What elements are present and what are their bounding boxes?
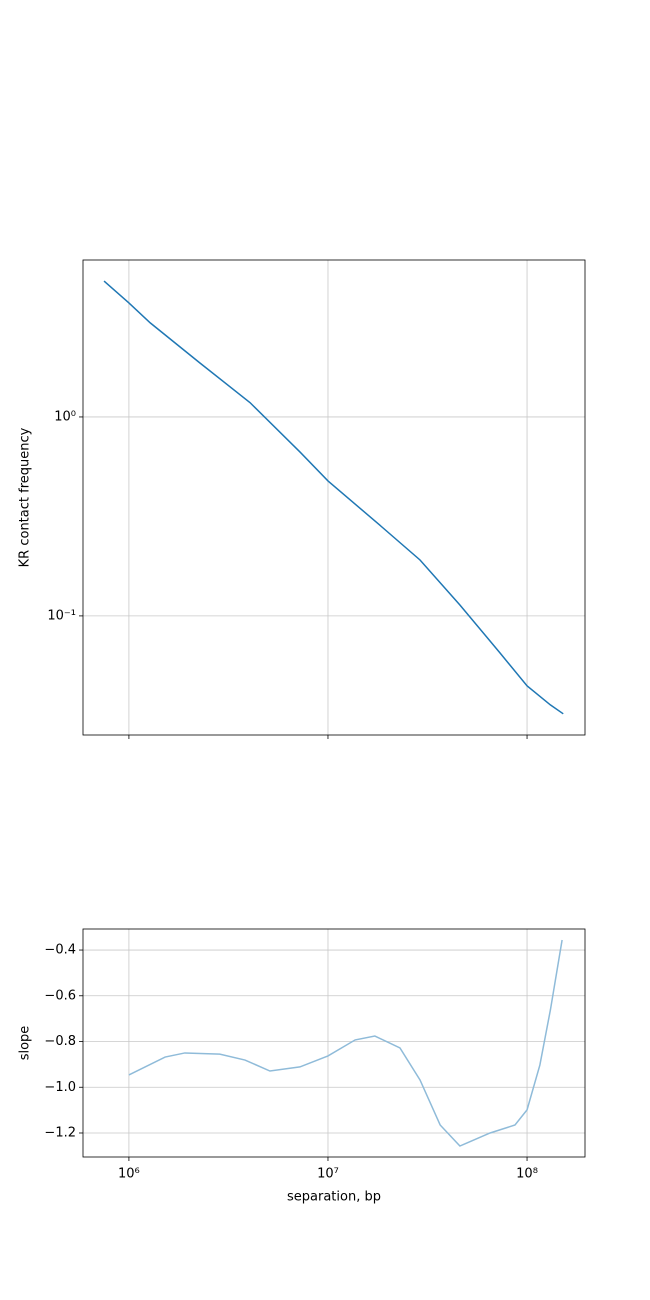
axes-frame	[82, 928, 586, 1158]
subplot: 10⁻¹ 10⁰ KR contact frequency	[18, 259, 586, 739]
subplot: 10⁶ 10⁷ 10⁸ −1.2 −1.0 −0.8 −0.6 −0.4 slope separa…	[18, 928, 586, 1205]
y-tick-label: −0.6	[44, 988, 76, 1003]
x-tick-label: 10⁶	[118, 1167, 140, 1182]
axes-frame	[82, 259, 586, 736]
y-tick-label: 10⁰	[54, 409, 76, 424]
data-line	[128, 939, 563, 1147]
x-axis-label: separation, bp	[287, 1190, 381, 1205]
y-tick-label: −0.4	[44, 943, 76, 958]
x-tick-label: 10⁷	[317, 1167, 339, 1182]
data-line	[103, 280, 564, 715]
y-tick-label: −1.0	[44, 1080, 76, 1095]
x-tick-label: 10⁸	[516, 1167, 538, 1182]
y-axis-label: KR contact frequency	[18, 427, 33, 567]
y-tick-label: 10⁻¹	[47, 608, 76, 623]
y-axis-label: slope	[18, 1026, 33, 1061]
y-tick-label: −1.2	[44, 1125, 76, 1140]
y-tick-label: −0.8	[44, 1034, 76, 1049]
